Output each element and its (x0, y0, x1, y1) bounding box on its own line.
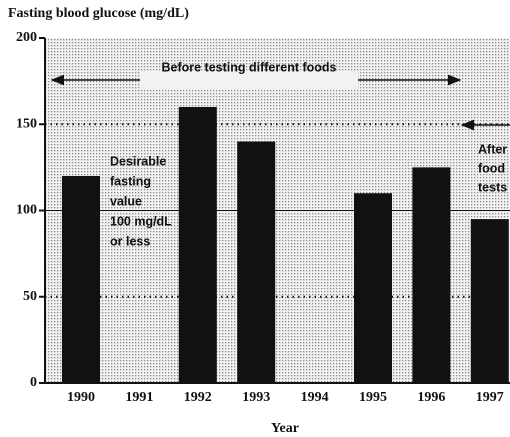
x-tick-label: 1991 (125, 390, 153, 405)
annotation-backdrop (140, 71, 358, 89)
x-tick-label: 1994 (301, 390, 329, 405)
y-tick-label: 150 (16, 116, 37, 131)
y-tick-label: 200 (16, 30, 37, 45)
x-tick-label: 1995 (359, 390, 387, 405)
bar (354, 193, 392, 383)
x-tick-label: 1993 (242, 390, 270, 405)
bar (62, 176, 100, 383)
annotation: value (110, 194, 142, 208)
y-tick-label: 100 (16, 203, 37, 218)
bar (178, 107, 217, 383)
bar (237, 141, 276, 383)
bar (412, 167, 451, 383)
annotation: Before testing different foods (161, 60, 336, 74)
annotation: Desirable (110, 154, 166, 168)
annotation: tests (478, 180, 507, 194)
x-axis-title: Year (271, 421, 299, 436)
x-tick-label: 1996 (417, 390, 445, 405)
annotation: food (478, 161, 505, 175)
annotation: After (478, 142, 507, 156)
bar (470, 219, 509, 383)
y-tick-label: 50 (23, 289, 37, 304)
annotation: fasting (110, 174, 151, 188)
annotation: 100 mg/dL (110, 214, 172, 228)
axis-title: Fasting blood glucose (mg/dL) (8, 6, 189, 21)
annotation: or less (110, 234, 150, 248)
x-tick-label: 1992 (184, 390, 212, 405)
x-tick-label: 1990 (67, 390, 95, 405)
y-tick-label: 0 (30, 375, 37, 390)
x-tick-label: 1997 (476, 390, 504, 405)
